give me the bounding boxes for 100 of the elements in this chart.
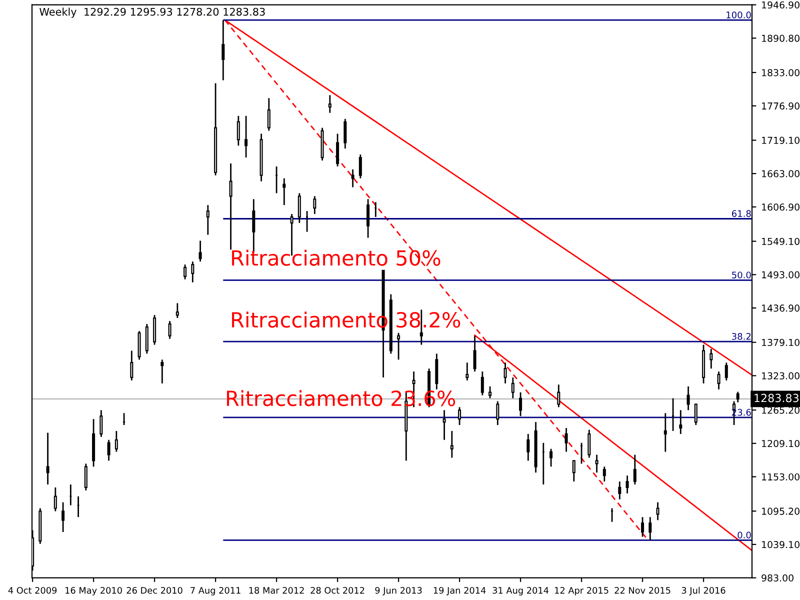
chart-title: Weekly 1292.29 1295.93 1278.20 1283.83 [40,8,265,18]
candlestick [298,192,301,224]
candlestick [526,433,530,462]
candlestick [46,432,50,486]
candlestick [282,178,286,206]
candlestick [84,462,88,492]
candlestick [222,20,225,81]
candlestick [626,474,629,494]
annotation: 38.2 [732,332,751,340]
candlestick [191,260,194,284]
y-tick-label: 1493.00 [762,271,800,278]
candlestick [618,480,622,500]
candlestick [656,502,660,521]
annotation: 0.0 [738,532,751,538]
x-tick-label: 3 Jul 2016 [682,586,726,596]
y-tick-label: 1095.20 [762,508,800,515]
candlestick [313,195,316,215]
candlestick [138,330,141,360]
candlestick [717,370,720,390]
y-tick-label: 1890.80 [762,34,800,42]
candlestick [114,430,118,452]
candlestick [198,240,202,262]
candlestick [564,427,568,452]
y-tick-label: 1323.00 [762,372,800,380]
candlestick [710,348,713,370]
candlestick [480,370,484,396]
candlestick [145,323,148,354]
candlestick [588,429,591,458]
y-tick-label: 1039.10 [762,541,800,548]
candlestick [344,118,347,150]
x-tick-label: 7 Aug 2011 [190,586,240,596]
candlestick [153,314,156,346]
y-tick-label: 1606.90 [762,203,800,211]
x-tick-label: 22 Nov 2015 [614,586,670,594]
candlestick [184,264,187,280]
candlestick [496,400,500,426]
candlestick [107,439,110,462]
x-tick-label: 18 Mar 2012 [249,586,304,594]
candlestick [206,204,210,236]
candlestick [572,460,576,482]
y-tick-label: 1663.00 [762,170,800,178]
x-tick-label: 28 Oct 2012 [310,586,364,594]
y-tick-label: 1719.10 [762,136,800,144]
candlestick [236,115,240,146]
candlestick [397,332,400,360]
candlestick [550,448,553,468]
y-tick-label: 1379.10 [762,338,800,346]
annotation: 61.8 [732,210,751,217]
candlestick [160,358,164,384]
candlestick [366,198,370,238]
candlestick [686,386,690,411]
x-tick-label: 12 Apr 2015 [555,586,608,596]
y-tick-label: 1436.90 [762,304,800,312]
candlestick [504,362,507,384]
y-tick-label: 1153.00 [762,473,800,480]
candlestick [328,94,332,114]
candlestick [458,406,462,426]
candlestick [244,115,248,158]
candlestick [519,392,522,417]
candlestick [435,352,438,390]
y-tick-label: 1549.10 [762,238,800,245]
candlestick [54,486,57,512]
candlestick [557,384,560,408]
candlestick [602,466,606,482]
candlestick [62,502,65,533]
candlestick [466,362,469,382]
candlestick [679,409,682,435]
annotation: 50.0 [732,272,751,278]
x-tick-label: 4 Oct 2009 [8,586,57,594]
candlestick [473,335,476,372]
candlestick [267,97,270,132]
candlestick [664,412,667,452]
candlestick [641,516,644,538]
y-tick-label: 1209.10 [762,440,800,448]
candlestick [450,430,454,458]
candlestick [736,391,740,404]
annotation: Ritracciamento 50% [232,250,440,266]
y-tick-label: 983.00 [762,574,794,582]
y-tick-label: 1833.00 [762,69,800,76]
x-tick-label: 31 Aug 2014 [492,586,549,596]
candlestick [648,516,652,542]
candlestick [100,409,103,438]
x-tick-label: 26 Dec 2010 [126,586,182,594]
x-tick-label: 19 Jan 2014 [434,586,486,596]
y-tick-label: 1776.90 [762,102,800,110]
candlestick [442,409,446,441]
candlestick [229,162,232,250]
candlestick [511,376,514,399]
candlestick [488,386,492,399]
annotation: 100.0 [726,12,751,18]
y-tick-label: 1946.90 [762,1,800,9]
x-tick-label: 9 Jun 2013 [375,586,422,596]
x-tick-label: 16 May 2010 [66,586,122,596]
candlestick [130,350,134,382]
candlestick [336,133,340,168]
candlestick [176,302,179,319]
candlestick [724,362,728,382]
candlestick [168,320,172,340]
candlestick [358,154,362,180]
candlestick [694,404,698,426]
